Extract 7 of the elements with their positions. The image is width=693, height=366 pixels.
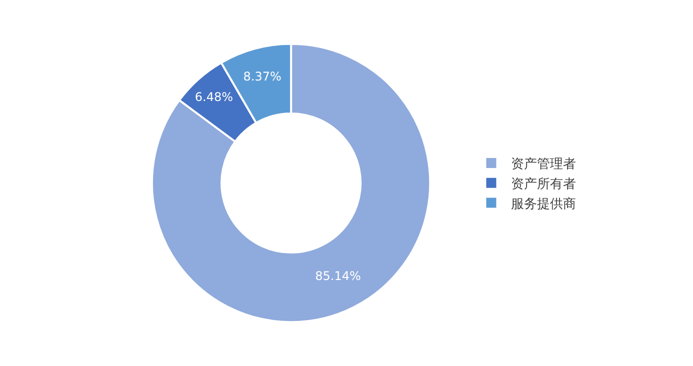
donut-slice <box>150 42 432 323</box>
legend-label: 服务提供商 <box>511 196 576 212</box>
data-label: 85.14% <box>315 269 361 284</box>
legend-label: 资产所有者 <box>511 176 576 192</box>
data-label: 6.48% <box>194 90 234 104</box>
data-label: 8.37% <box>243 69 282 84</box>
legend-label: 资产管理者 <box>511 157 576 172</box>
